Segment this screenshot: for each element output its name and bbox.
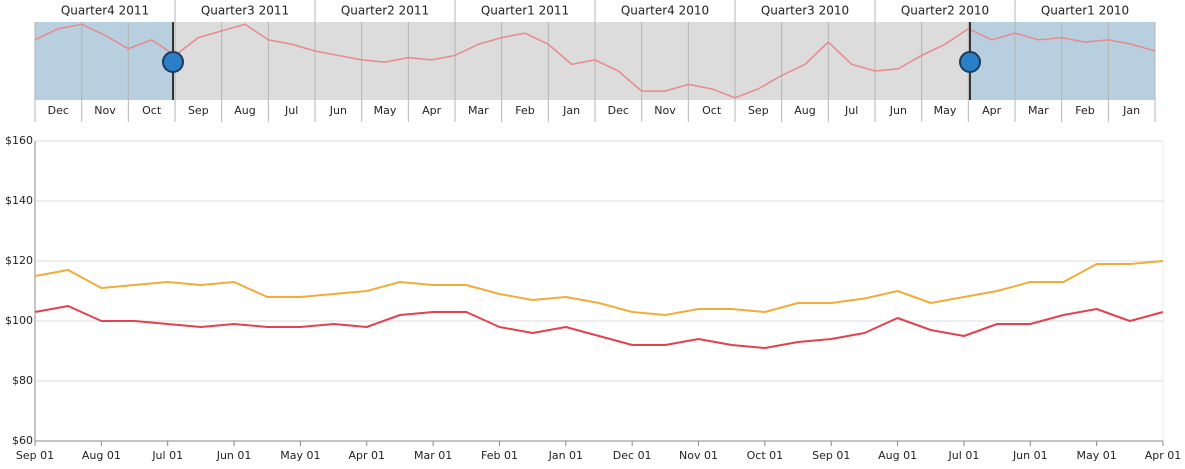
- navigator-line: [34, 23, 1156, 99]
- month-label: Jan: [562, 104, 580, 117]
- month-label: Aug: [234, 104, 255, 117]
- x-tick-label: Jul 01: [151, 449, 183, 462]
- quarter-label: Quarter1 2011: [481, 4, 569, 18]
- month-label: Feb: [1075, 104, 1094, 117]
- month-label: Aug: [794, 104, 815, 117]
- month-label: Jun: [329, 104, 347, 117]
- quarter-label: Quarter1 2010: [1041, 4, 1129, 18]
- month-label: May: [374, 104, 397, 117]
- quarter-label: Quarter3 2010: [761, 4, 849, 18]
- month-label: Dec: [608, 104, 629, 117]
- x-tick-label: Aug 01: [878, 449, 917, 462]
- x-tick-label: Jan 01: [548, 449, 583, 462]
- x-tick-label: Mar 01: [414, 449, 452, 462]
- y-tick-label: $60: [12, 434, 33, 447]
- series-line: [34, 260, 1164, 316]
- y-tick-label: $140: [5, 194, 33, 207]
- month-label: May: [934, 104, 957, 117]
- unselected-right: [970, 22, 1155, 100]
- month-label: Dec: [48, 104, 69, 117]
- x-tick-label: Apr 01: [348, 449, 385, 462]
- unselected-left: [35, 22, 173, 100]
- y-tick-label: $80: [12, 374, 33, 387]
- quarter-label: Quarter4 2011: [61, 4, 149, 18]
- y-tick-label: $100: [5, 314, 33, 327]
- month-label: Apr: [982, 104, 1002, 117]
- month-label: Nov: [654, 104, 676, 117]
- month-label: Nov: [94, 104, 116, 117]
- quarter-label: Quarter3 2011: [201, 4, 289, 18]
- y-tick-label: $120: [5, 254, 33, 267]
- quarter-label: Quarter4 2010: [621, 4, 709, 18]
- month-label: Sep: [748, 104, 769, 117]
- x-tick-label: Feb 01: [481, 449, 518, 462]
- range-thumb[interactable]: [959, 51, 981, 73]
- month-label: Apr: [422, 104, 442, 117]
- x-tick-label: Jun 01: [1012, 449, 1048, 462]
- x-tick-label: Jul 01: [948, 449, 980, 462]
- x-tick-label: Jun 01: [216, 449, 252, 462]
- month-label: Mar: [1028, 104, 1049, 117]
- series-line: [34, 305, 1164, 349]
- x-tick-label: Dec 01: [613, 449, 652, 462]
- y-tick-label: $160: [5, 134, 33, 147]
- month-label: Jul: [284, 104, 298, 117]
- x-tick-label: May 01: [1077, 449, 1117, 462]
- month-label: Feb: [515, 104, 534, 117]
- quarter-label: Quarter2 2010: [901, 4, 989, 18]
- month-label: Jan: [1122, 104, 1140, 117]
- x-tick-label: Nov 01: [679, 449, 718, 462]
- month-label: Oct: [142, 104, 162, 117]
- month-label: Oct: [702, 104, 722, 117]
- month-label: Jul: [844, 104, 858, 117]
- month-label: Jun: [889, 104, 907, 117]
- month-label: Mar: [468, 104, 489, 117]
- x-tick-label: Sep 01: [812, 449, 850, 462]
- x-tick-label: Apr 01: [1145, 449, 1182, 462]
- x-tick-label: Oct 01: [747, 449, 784, 462]
- quarter-label: Quarter2 2011: [341, 4, 429, 18]
- x-tick-label: May 01: [280, 449, 320, 462]
- month-label: Sep: [188, 104, 209, 117]
- range-thumb[interactable]: [162, 51, 184, 73]
- x-tick-label: Sep 01: [16, 449, 54, 462]
- x-tick-label: Aug 01: [82, 449, 121, 462]
